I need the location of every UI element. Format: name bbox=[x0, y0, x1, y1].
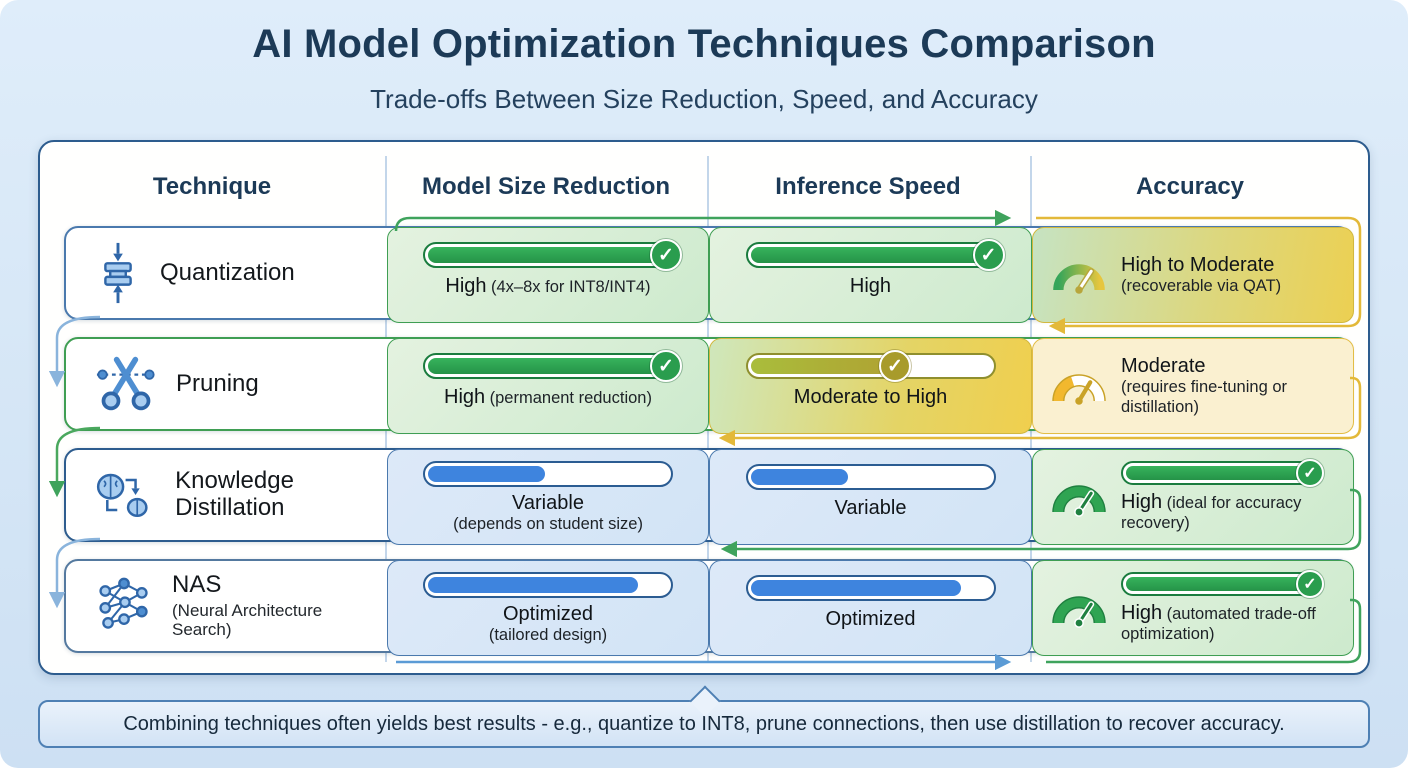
size-reduction-cell: Optimized (tailored design) bbox=[387, 560, 709, 656]
size-reduction-cell: ✓ High (permanent reduction) bbox=[387, 338, 709, 434]
network-icon bbox=[99, 577, 148, 629]
table-row-nas: NAS (Neural Architecture Search) Optimiz… bbox=[64, 559, 1354, 656]
technique-cell: Knowledge Distillation bbox=[66, 450, 387, 540]
compress-icon bbox=[104, 242, 132, 304]
inference-speed-cell: Optimized bbox=[709, 560, 1032, 656]
check-icon: ✓ bbox=[972, 239, 1005, 271]
inference-speed-cell: Variable bbox=[709, 449, 1032, 545]
footnote-text: Combining techniques often yields best r… bbox=[123, 712, 1285, 735]
accuracy-cell: ✓ High (automated trade-off optimization… bbox=[1032, 560, 1354, 656]
technique-name: Pruning bbox=[176, 369, 259, 397]
technique-name: Knowledge Distillation bbox=[175, 467, 294, 521]
size-reduction-cell: ✓ High (4x–8x for INT8/INT4) bbox=[387, 227, 709, 323]
accuracy-content: ✓ High (ideal for accuracy recovery) bbox=[1121, 458, 1324, 533]
technique-name: Quantization bbox=[160, 258, 295, 286]
column-header-accuracy: Accuracy bbox=[1135, 173, 1245, 200]
accuracy-text: High (automated trade-off optimization) bbox=[1121, 601, 1316, 643]
technique-cell: Pruning bbox=[66, 339, 387, 429]
progress-bar: ✓ bbox=[423, 239, 682, 271]
gauge-icon bbox=[1053, 264, 1105, 294]
progress-bar: ✓ bbox=[745, 350, 996, 382]
technique-cell: NAS (Neural Architecture Search) bbox=[66, 561, 387, 651]
column-header-inference-speed: Inference Speed bbox=[775, 173, 961, 200]
bar-label: High bbox=[849, 275, 892, 297]
check-icon: ✓ bbox=[1296, 458, 1324, 487]
progress-bar bbox=[745, 575, 996, 601]
accuracy-text: High to Moderate (recoverable via QAT) bbox=[1121, 254, 1282, 296]
accuracy-text: High (ideal for accuracy recovery) bbox=[1121, 490, 1302, 532]
progress-bar: ✓ bbox=[745, 239, 1005, 271]
table-row-knowledge-distillation: Knowledge Distillation Variable (depends… bbox=[64, 448, 1354, 545]
column-header-technique: Technique bbox=[152, 173, 272, 200]
distillation-icon bbox=[96, 473, 148, 518]
check-icon: ✓ bbox=[650, 239, 682, 271]
bar-label: Variable (depends on student size) bbox=[453, 492, 643, 533]
technique-subtitle: (Neural Architecture Search) bbox=[172, 600, 323, 640]
gauge-icon bbox=[1052, 485, 1106, 517]
check-icon: ✓ bbox=[1296, 569, 1324, 598]
bar-label: Optimized bbox=[825, 608, 916, 630]
footnote-callout: Combining techniques often yields best r… bbox=[38, 685, 1370, 748]
scissors-icon bbox=[96, 356, 156, 411]
check-icon: ✓ bbox=[650, 350, 682, 382]
progress-bar bbox=[423, 461, 673, 487]
accuracy-cell: ✓ High (ideal for accuracy recovery) bbox=[1032, 449, 1354, 545]
technique-cell: Quantization bbox=[66, 228, 387, 318]
page-title: AI Model Optimization Techniques Compari… bbox=[252, 22, 1156, 66]
progress-bar bbox=[745, 464, 996, 490]
check-icon: ✓ bbox=[879, 350, 912, 382]
accuracy-text: Moderate (requires fine-tuning or distil… bbox=[1121, 355, 1287, 416]
progress-bar: ✓ bbox=[1121, 458, 1324, 487]
gauge-icon bbox=[1052, 374, 1106, 405]
technique-name: NAS bbox=[172, 571, 222, 599]
bar-label: High (4x–8x for INT8/INT4) bbox=[445, 275, 651, 297]
progress-bar: ✓ bbox=[423, 350, 682, 382]
inference-speed-cell: ✓ High bbox=[709, 227, 1032, 323]
inference-speed-cell: ✓ Moderate to High bbox=[709, 338, 1032, 434]
page-subtitle: Trade-offs Between Size Reduction, Speed… bbox=[370, 84, 1038, 114]
column-header-size-reduction: Model Size Reduction bbox=[421, 173, 671, 200]
table-row-pruning: Pruning ✓ High (permanent reduction) ✓ bbox=[64, 337, 1354, 434]
bar-label: High (permanent reduction) bbox=[444, 386, 652, 408]
progress-bar bbox=[423, 572, 673, 598]
accuracy-content: ✓ High (automated trade-off optimization… bbox=[1121, 569, 1324, 644]
table-row-quantization: Quantization ✓ High (4x–8x for INT8/INT4… bbox=[64, 226, 1354, 323]
bar-label: Optimized (tailored design) bbox=[488, 603, 608, 644]
bar-label: Moderate to High bbox=[793, 386, 948, 408]
progress-bar: ✓ bbox=[1121, 569, 1324, 598]
accuracy-cell: Moderate (requires fine-tuning or distil… bbox=[1032, 338, 1354, 434]
bar-label: Variable bbox=[834, 497, 907, 519]
accuracy-cell: High to Moderate (recoverable via QAT) bbox=[1032, 227, 1354, 323]
gauge-icon bbox=[1052, 596, 1106, 628]
size-reduction-cell: Variable (depends on student size) bbox=[387, 449, 709, 545]
comparison-table: Technique Model Size Reduction Inference… bbox=[38, 140, 1370, 675]
